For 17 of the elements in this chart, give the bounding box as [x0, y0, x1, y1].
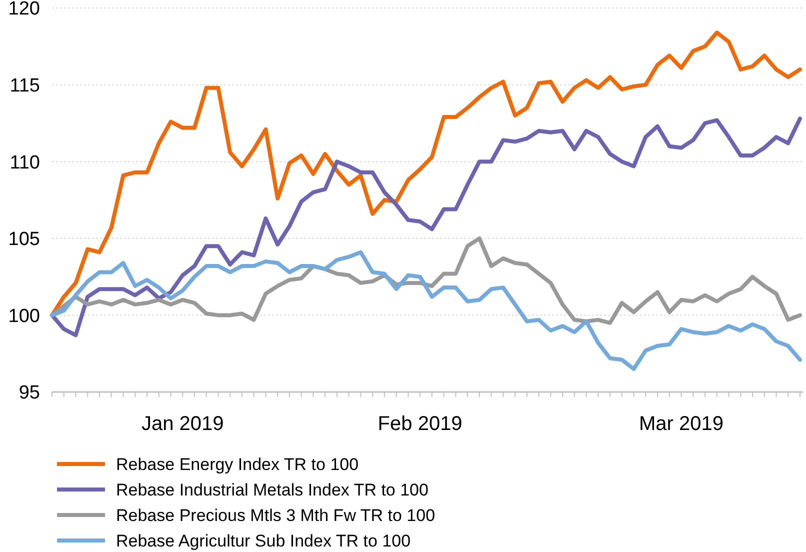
x-tick-label: Feb 2019: [378, 413, 462, 435]
y-tick-label: 100: [8, 306, 40, 327]
legend-label: Rebase Energy Index TR to 100: [116, 454, 359, 474]
y-tick-label: 95: [18, 382, 40, 404]
line-series: [50, 116, 802, 338]
y-tick-label: 105: [8, 229, 40, 250]
y-tick-label: 110: [10, 152, 40, 174]
y-tick-label: 120: [8, 0, 40, 20]
legend-label: Rebase Agricultur Sub Index TR to 100: [116, 531, 411, 550]
y-tick-label: 115: [10, 75, 40, 96]
x-tick-label: Mar 2019: [639, 413, 724, 435]
line-series: [50, 250, 802, 371]
legend-label: Rebase Industrial Metals Index TR to 100: [116, 480, 428, 500]
x-tick-label: Jan 2019: [141, 413, 224, 435]
line-series: [50, 236, 802, 325]
line-series: [50, 30, 802, 318]
legend-label: Rebase Precious Mtls 3 Mth Fw TR to 100: [116, 506, 436, 525]
